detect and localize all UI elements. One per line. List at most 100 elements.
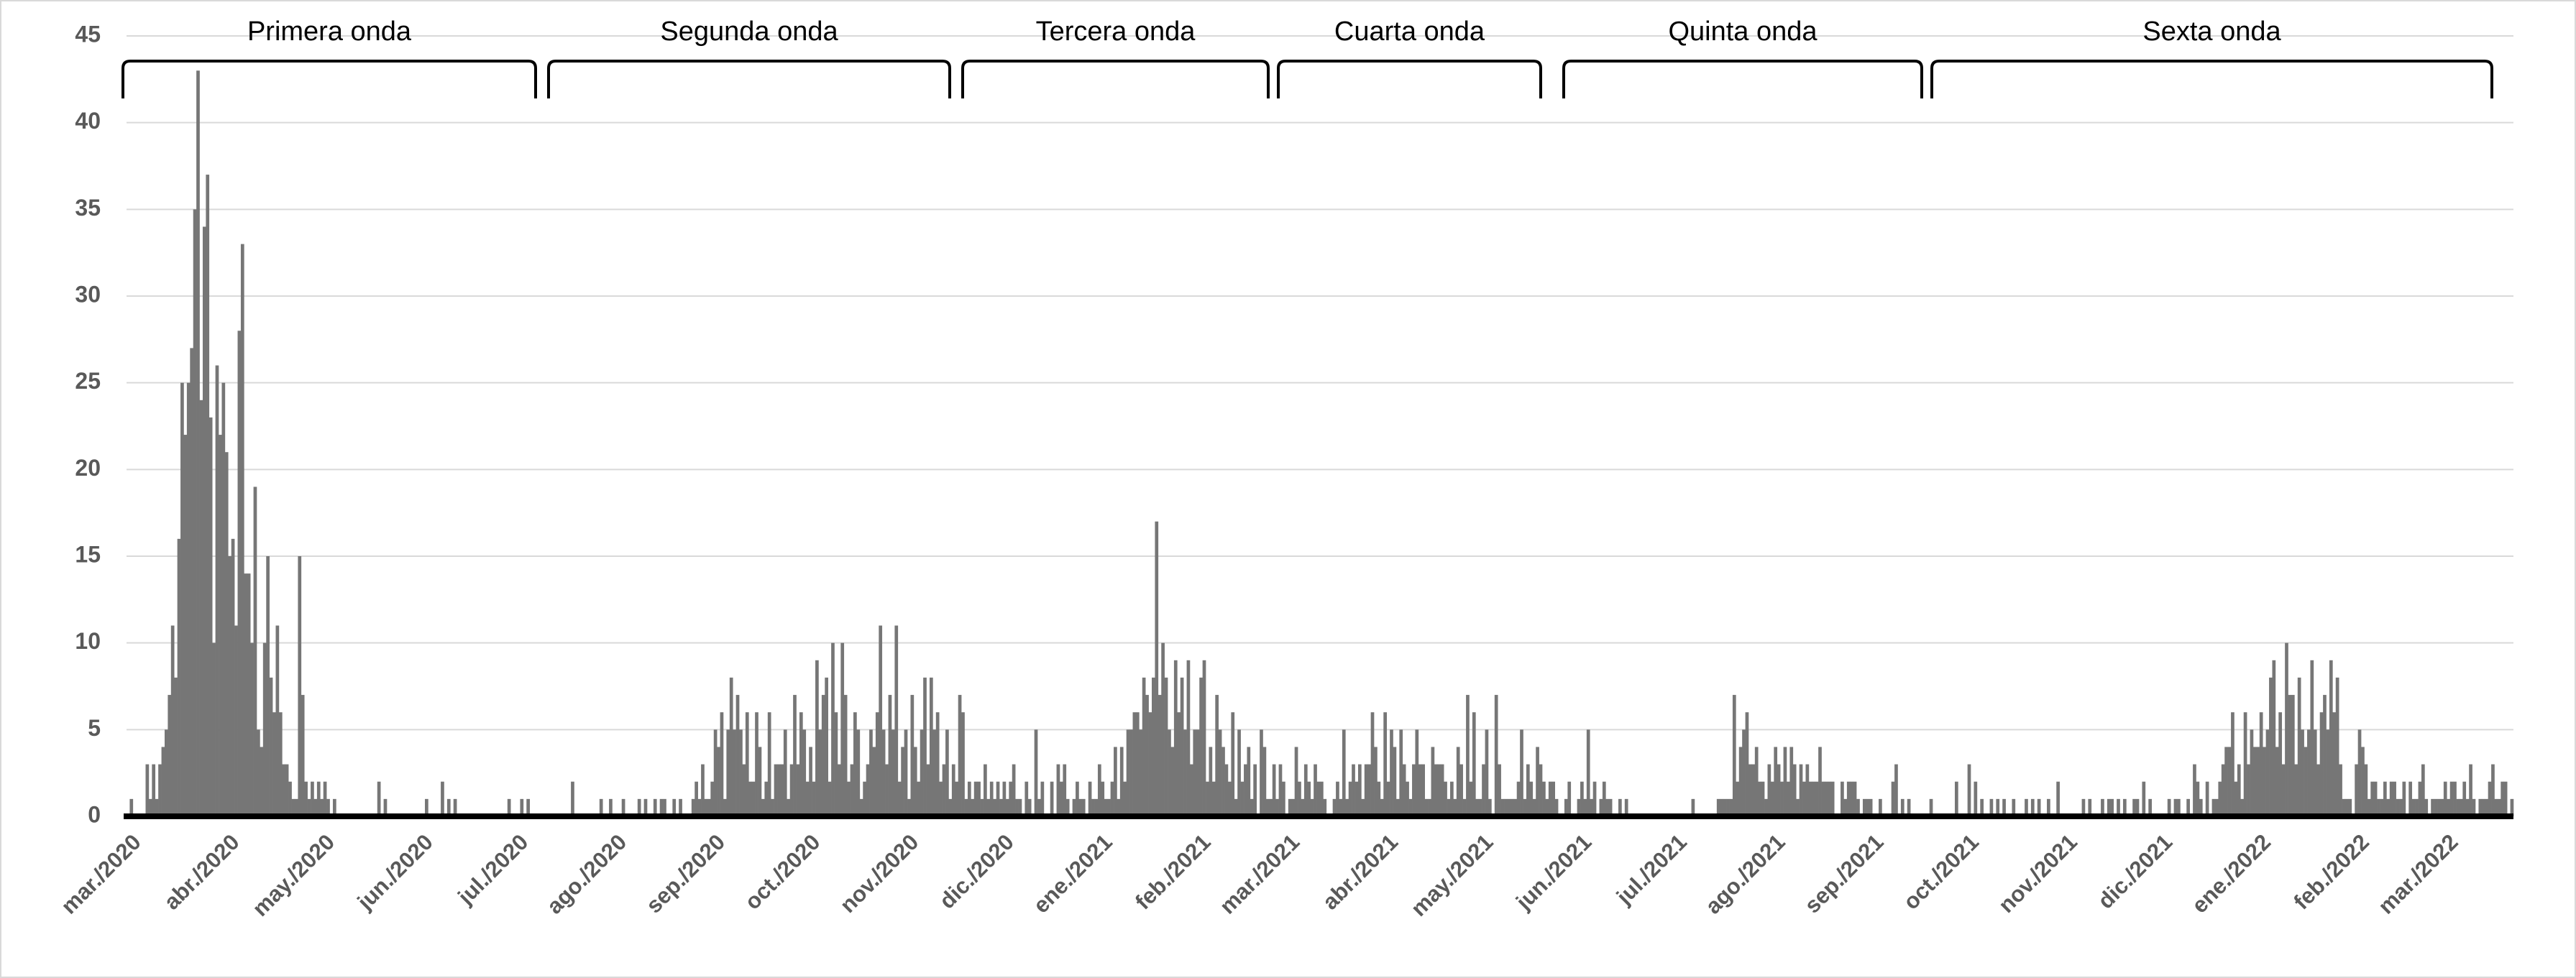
bar (717, 747, 720, 816)
bar (653, 798, 657, 816)
bar (2421, 764, 2425, 816)
bar (2135, 798, 2140, 816)
bar (1237, 729, 1241, 816)
bar (1548, 781, 1552, 816)
bar (1402, 764, 1406, 816)
bar (1805, 764, 1810, 816)
bar (221, 382, 226, 816)
bar (929, 677, 933, 816)
bar (2364, 764, 2368, 816)
bar (825, 677, 828, 816)
y-tick-label: 0 (88, 801, 101, 827)
bar (1789, 747, 1794, 816)
bar (913, 747, 917, 816)
bar (1564, 798, 1568, 816)
bar (1421, 764, 1425, 816)
bar (1536, 747, 1539, 816)
bar (1155, 521, 1159, 816)
bar (2025, 798, 2028, 816)
bar (1081, 798, 1086, 816)
bar (148, 798, 152, 816)
bar (266, 556, 270, 816)
bar (691, 798, 695, 816)
bar (2199, 798, 2203, 816)
bar (1786, 781, 1790, 816)
bar (1189, 764, 1193, 816)
bar (1767, 764, 1771, 816)
bar (377, 781, 381, 816)
wave-label: Tercera onda (1036, 17, 1196, 47)
bar (2278, 712, 2283, 816)
bar (2389, 781, 2393, 816)
bar (1774, 747, 1778, 816)
bar (771, 798, 774, 816)
bar (881, 729, 886, 816)
bar (446, 798, 451, 816)
bar (323, 781, 327, 816)
bar (869, 729, 873, 816)
bar (1056, 764, 1060, 816)
bar (2323, 695, 2327, 816)
bar (2211, 798, 2216, 816)
bar (1142, 677, 1146, 816)
bar (815, 660, 819, 816)
bar (2167, 798, 2171, 816)
bar (1152, 677, 1155, 816)
bar (193, 209, 197, 816)
bar (1148, 712, 1152, 816)
bar (2122, 798, 2127, 816)
bar (1624, 798, 1628, 816)
bar (240, 244, 244, 817)
bar (850, 764, 854, 816)
bar (311, 781, 314, 816)
bar (1367, 764, 1371, 816)
bar (1250, 798, 1254, 816)
bar (2132, 798, 2136, 816)
bar (2456, 798, 2460, 816)
bar (2453, 781, 2457, 816)
bar (2469, 764, 2472, 816)
bar (1900, 798, 1905, 816)
bar (942, 764, 946, 816)
bar (2310, 660, 2314, 816)
bar (257, 729, 260, 816)
bar (1244, 764, 1247, 816)
bar (260, 747, 264, 816)
bar (1967, 764, 1971, 816)
bar (1431, 747, 1435, 816)
bar (2269, 677, 2273, 816)
bar (2342, 798, 2346, 816)
bar (920, 729, 924, 816)
wave-bracket (961, 60, 1270, 98)
bar (1732, 695, 1736, 816)
bar (1738, 747, 1743, 816)
bar (186, 382, 191, 816)
bar (170, 625, 175, 816)
bar (720, 712, 724, 816)
bar (1196, 729, 1200, 816)
bar (1482, 764, 1485, 816)
y-tick-label: 20 (75, 455, 101, 481)
bar (2396, 798, 2400, 816)
bar (206, 175, 210, 817)
bar (809, 747, 812, 816)
bar (894, 625, 899, 816)
bar (1393, 747, 1397, 816)
bar (202, 226, 206, 816)
bar (789, 764, 794, 816)
bar (301, 695, 305, 816)
bar (2291, 695, 2295, 816)
bar (1399, 729, 1403, 816)
bar (1415, 729, 1419, 816)
bar (2478, 798, 2483, 816)
bar (2227, 747, 2232, 816)
bar (2348, 798, 2352, 816)
bar (1437, 764, 1441, 816)
bar (1072, 798, 1076, 816)
bar (1796, 798, 1800, 816)
bar (1929, 798, 1933, 816)
bar (1754, 747, 1759, 816)
bar (441, 781, 444, 816)
bar (183, 435, 188, 816)
y-tick-label: 45 (75, 21, 101, 47)
